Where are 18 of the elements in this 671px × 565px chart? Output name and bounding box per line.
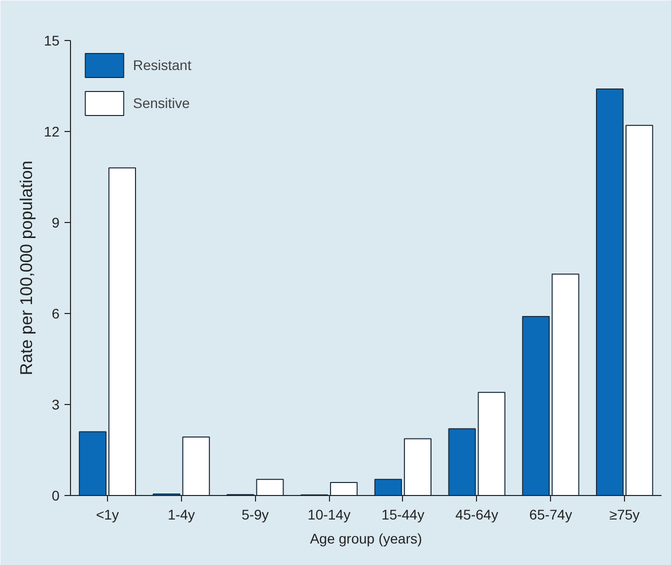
y-axis-title: Rate per 100,000 population (16, 160, 36, 376)
x-tick-label: 1-4y (168, 506, 195, 522)
x-tick-label: 65-74y (529, 506, 572, 522)
y-tick-label: 9 (52, 214, 60, 230)
x-tick-label: 5-9y (242, 506, 269, 522)
legend-label: Sensitive (133, 95, 190, 111)
x-tick-label: 10-14y (308, 506, 350, 522)
x-tick-label: <1y (96, 506, 119, 522)
y-tick-label: 12 (44, 124, 60, 140)
x-tick-label: 15-44y (382, 506, 424, 522)
y-tick-label: 15 (44, 32, 60, 48)
y-tick-label: 3 (52, 396, 60, 412)
y-tick-label: 0 (52, 488, 60, 504)
y-tick-label: 6 (52, 306, 60, 322)
x-tick-label: 45-64y (455, 506, 498, 522)
legend-label: Resistant (133, 57, 192, 73)
x-axis-title: Age group (years) (310, 530, 422, 546)
x-tick-label: ≥75y (609, 506, 640, 522)
